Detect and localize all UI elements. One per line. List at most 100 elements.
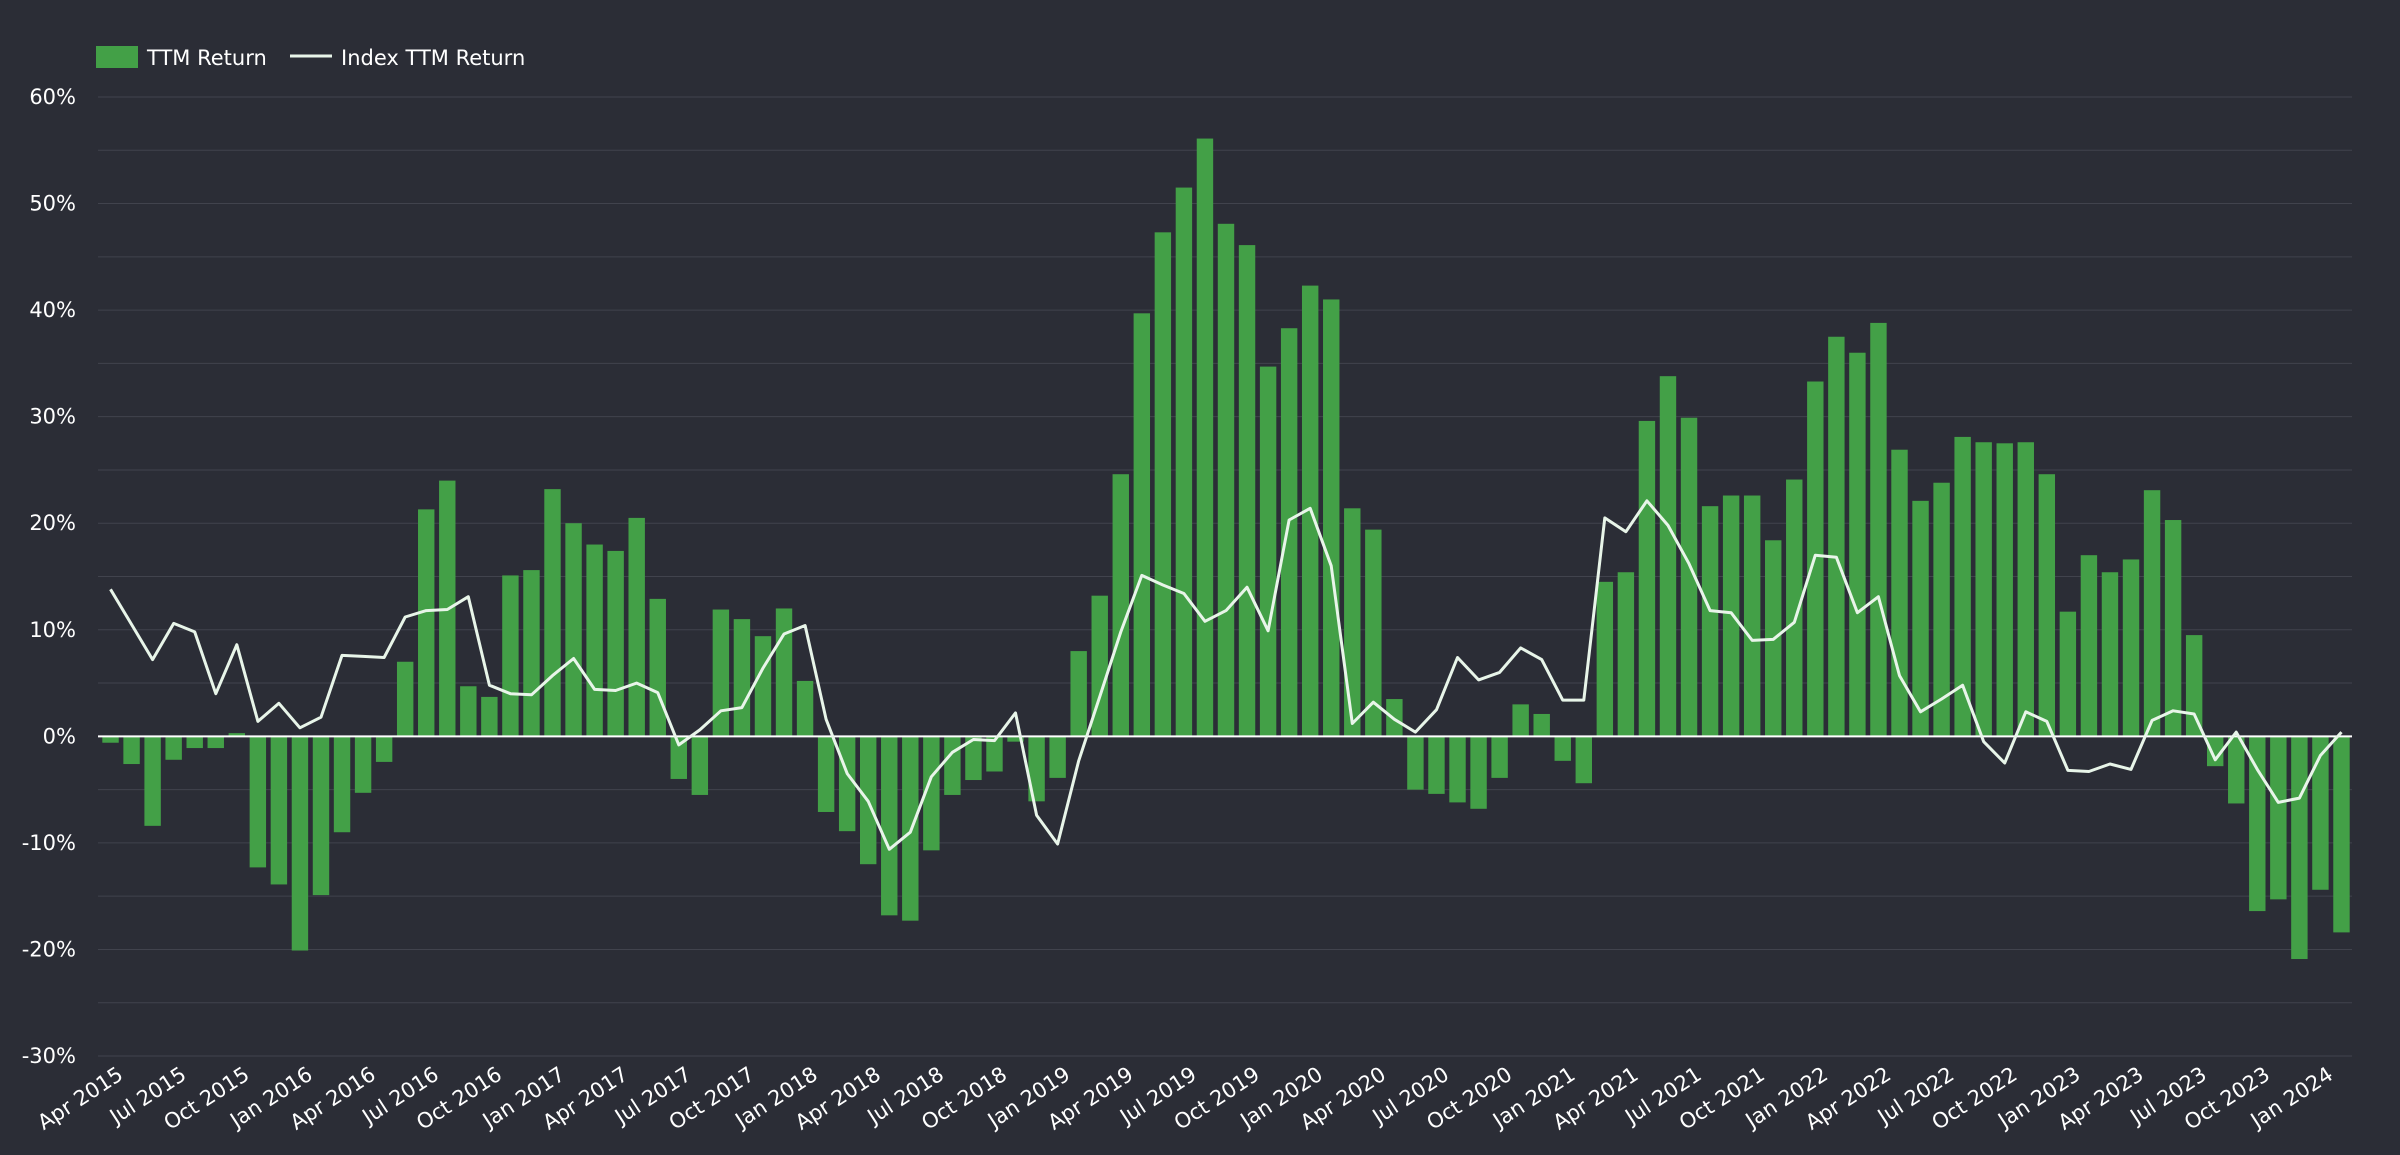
bar[interactable] — [733, 619, 751, 737]
bar[interactable] — [1786, 479, 1803, 737]
bar[interactable] — [460, 686, 477, 737]
bar[interactable] — [2122, 559, 2140, 737]
bar[interactable] — [1217, 223, 1235, 737]
bar[interactable] — [2164, 520, 2182, 737]
bar[interactable] — [1828, 336, 1845, 737]
bar[interactable] — [249, 736, 267, 868]
legend-swatch-ttm-return[interactable] — [96, 46, 138, 68]
bar[interactable] — [2038, 474, 2056, 737]
bar[interactable] — [2249, 736, 2266, 912]
bar[interactable] — [207, 736, 224, 749]
bar[interactable] — [502, 575, 519, 737]
bar[interactable] — [1091, 595, 1108, 737]
bar[interactable] — [565, 523, 582, 737]
bar[interactable] — [1259, 366, 1277, 737]
bar[interactable] — [1280, 328, 1298, 737]
bar[interactable] — [2333, 736, 2350, 933]
bar[interactable] — [1365, 529, 1382, 737]
bar[interactable] — [2291, 736, 2308, 960]
bar[interactable] — [1407, 736, 1424, 790]
bar[interactable] — [2059, 611, 2077, 737]
bar[interactable] — [1428, 736, 1445, 794]
bar[interactable] — [186, 736, 203, 749]
bar[interactable] — [123, 736, 140, 765]
bar[interactable] — [923, 736, 940, 851]
bar[interactable] — [1533, 713, 1550, 737]
bar[interactable] — [1112, 474, 1129, 737]
bar[interactable] — [944, 736, 961, 795]
bar[interactable] — [523, 570, 540, 737]
bar[interactable] — [144, 736, 161, 826]
bar[interactable] — [396, 661, 414, 737]
bar[interactable] — [1849, 352, 1866, 737]
bar[interactable] — [1975, 442, 1992, 737]
bar[interactable] — [1870, 322, 1887, 737]
bar[interactable] — [796, 680, 814, 737]
bar[interactable] — [712, 609, 730, 737]
bar[interactable] — [354, 736, 372, 793]
bar[interactable] — [670, 736, 687, 779]
bar[interactable] — [2270, 736, 2287, 900]
bar[interactable] — [1575, 736, 1593, 784]
bar[interactable] — [1070, 651, 1087, 737]
bar[interactable] — [1912, 500, 1929, 737]
bar[interactable] — [544, 489, 561, 737]
bar[interactable] — [838, 736, 856, 832]
bar[interactable] — [1512, 704, 1529, 737]
bar[interactable] — [1449, 736, 1466, 803]
legend-label-index-ttm-return[interactable]: Index TTM Return — [341, 46, 525, 70]
bar[interactable] — [1891, 449, 1908, 737]
bar[interactable] — [2312, 736, 2329, 890]
bar[interactable] — [754, 636, 772, 737]
bar[interactable] — [375, 736, 393, 762]
bar[interactable] — [1680, 417, 1698, 737]
bar[interactable] — [312, 736, 330, 896]
bar[interactable] — [270, 736, 288, 885]
bar[interactable] — [607, 550, 624, 737]
bar[interactable] — [2185, 635, 2203, 737]
bar[interactable] — [649, 598, 666, 737]
bar[interactable] — [881, 736, 898, 916]
bar[interactable] — [1154, 232, 1172, 737]
bar[interactable] — [986, 736, 1003, 772]
bar[interactable] — [1049, 736, 1066, 778]
bar[interactable] — [2101, 572, 2119, 737]
bar[interactable] — [2017, 442, 2034, 737]
bar[interactable] — [1196, 138, 1214, 737]
bar[interactable] — [1617, 572, 1635, 737]
bar[interactable] — [691, 736, 709, 795]
bar[interactable] — [102, 736, 119, 743]
bar[interactable] — [1743, 495, 1761, 737]
bar[interactable] — [775, 608, 793, 737]
bar[interactable] — [1596, 581, 1614, 737]
bar[interactable] — [1133, 313, 1151, 737]
bar[interactable] — [2206, 736, 2224, 767]
bar[interactable] — [1638, 420, 1656, 737]
bar[interactable] — [1007, 736, 1024, 742]
bar[interactable] — [2228, 736, 2245, 804]
bar[interactable] — [2143, 490, 2161, 737]
bar[interactable] — [1554, 736, 1571, 761]
bar[interactable] — [1491, 736, 1508, 778]
bar[interactable] — [1238, 245, 1256, 737]
legend-label-ttm-return[interactable]: TTM Return — [146, 46, 267, 70]
bar[interactable] — [1028, 736, 1045, 802]
bar[interactable] — [481, 696, 498, 737]
bar[interactable] — [1344, 508, 1361, 737]
bar[interactable] — [333, 736, 351, 833]
bar[interactable] — [1954, 436, 1971, 737]
bar[interactable] — [628, 517, 645, 737]
bar[interactable] — [1323, 299, 1340, 737]
bar[interactable] — [1701, 506, 1719, 737]
bar[interactable] — [165, 736, 182, 760]
bar[interactable] — [1933, 482, 1950, 737]
bar[interactable] — [1175, 187, 1193, 737]
bar[interactable] — [1470, 736, 1487, 809]
bar[interactable] — [817, 736, 835, 812]
bar[interactable] — [1996, 443, 2013, 737]
bar[interactable] — [2080, 555, 2098, 737]
bar[interactable] — [228, 733, 246, 737]
bar[interactable] — [1722, 495, 1740, 737]
bar[interactable] — [965, 736, 982, 781]
bar[interactable] — [418, 509, 435, 737]
